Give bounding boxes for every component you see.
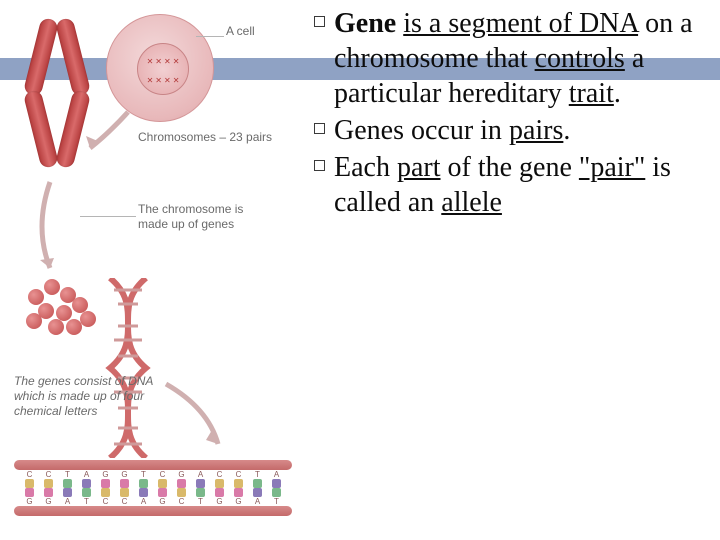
label-a-cell: A cell — [226, 24, 255, 39]
label-chromosomes: Chromosomes – 23 pairs — [138, 130, 272, 145]
slide-layout: ✕✕✕ ✕✕✕ ✕✕ A cell Chromosomes – 23 pairs — [0, 0, 720, 540]
ladder-rung: CG — [22, 470, 38, 506]
pointer-chromo — [80, 216, 136, 217]
bullet-marker-icon — [314, 16, 325, 27]
ladder-rung: AT — [269, 470, 285, 506]
bullet-genes-pairs: Genes occur in pairs. — [300, 113, 710, 148]
bullet-1-text: Genes occur in pairs. — [334, 115, 570, 146]
arrow-cell-to-chromosome — [78, 104, 138, 164]
ladder-rung: AT — [193, 470, 209, 506]
pointer-cell — [196, 36, 224, 37]
ladder-rung: TA — [136, 470, 152, 506]
ladder-rung: GC — [174, 470, 190, 506]
gene-cluster-illustration — [20, 273, 104, 343]
ladder-rung: CG — [231, 470, 247, 506]
ladder-rung: TA — [60, 470, 76, 506]
dna-helix-illustration — [98, 278, 158, 458]
ladder-rung: CG — [41, 470, 57, 506]
bullet-2-text: Each part of the gene "pair" is called a… — [334, 152, 671, 218]
diagram-column: ✕✕✕ ✕✕✕ ✕✕ A cell Chromosomes – 23 pairs — [0, 0, 300, 540]
label-chromosome-genes: The chromosome is made up of genes — [138, 202, 288, 232]
text-column: Gene is a segment of DNA on a chromosome… — [300, 0, 720, 540]
genetics-diagram: ✕✕✕ ✕✕✕ ✕✕ A cell Chromosomes – 23 pairs — [8, 8, 298, 528]
nucleus: ✕✕✕ ✕✕✕ ✕✕ — [137, 43, 189, 95]
arrow-helix-to-ladder — [158, 378, 238, 458]
ladder-rung: CG — [212, 470, 228, 506]
ladder-rung: GC — [117, 470, 133, 506]
ladder-rung: GC — [98, 470, 114, 506]
ladder-rung: TA — [250, 470, 266, 506]
bullet-allele: Each part of the gene "pair" is called a… — [300, 150, 710, 220]
bullet-marker-icon — [314, 123, 325, 134]
ladder-rung: AT — [79, 470, 95, 506]
bullet-marker-icon — [314, 160, 325, 171]
ladder-rung: CG — [155, 470, 171, 506]
bullet-gene-definition: Gene is a segment of DNA on a chromosome… — [300, 6, 710, 111]
label-genes-dna: The genes consist of DNA which is made u… — [14, 374, 174, 419]
term-gene: Gene — [334, 8, 396, 39]
arrow-chromo-to-genes — [26, 178, 86, 278]
dna-ladder-illustration: CGCGTAATGCGCTACGGCATCGCGTAAT — [14, 460, 292, 516]
